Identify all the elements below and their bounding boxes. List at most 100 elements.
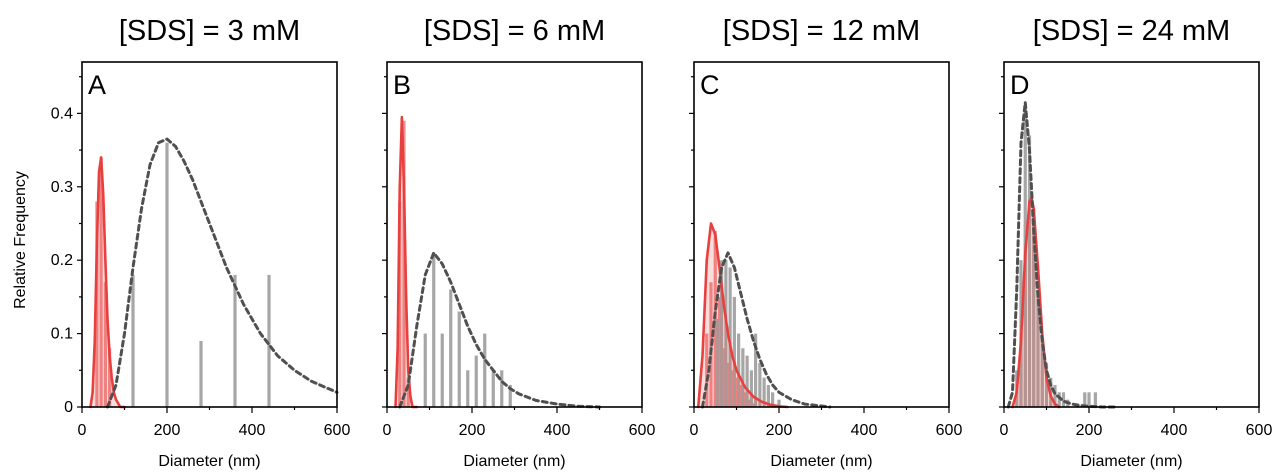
- series-fit-2: [394, 115, 419, 409]
- histogram-bar: [1057, 392, 1061, 407]
- histogram-bar: [131, 274, 135, 407]
- series-fit-3: [701, 251, 832, 409]
- histogram-bar: [715, 318, 719, 407]
- histogram-bar: [1044, 362, 1049, 407]
- histogram-bar: [739, 384, 743, 407]
- x-tick-label: 600: [1246, 422, 1273, 439]
- series-fit-2: [89, 156, 126, 409]
- series-fit-3: [106, 137, 339, 409]
- y-tick-label: 0: [64, 399, 73, 416]
- panel-title: [SDS] = 24 mM: [1033, 15, 1230, 47]
- x-tick-label: 400: [544, 422, 571, 439]
- fit-curve-solid: [696, 222, 789, 409]
- panel-letter: C: [700, 70, 720, 100]
- histogram-bar: [233, 274, 237, 407]
- x-axis-title: Diameter (nm): [158, 453, 260, 470]
- histogram-bar: [508, 384, 512, 407]
- series-fit-3: [1006, 100, 1116, 409]
- histogram-bar: [762, 377, 766, 407]
- fit-curve-dashed: [701, 251, 832, 409]
- histogram-bar: [1053, 384, 1057, 407]
- series-histogram-0: [398, 120, 410, 407]
- histogram-bar: [1087, 392, 1091, 407]
- series-histogram-1: [715, 260, 781, 407]
- fit-curve-solid: [89, 156, 126, 409]
- histogram-bar: [1093, 392, 1097, 407]
- histogram-bar: [440, 333, 444, 407]
- x-tick-label: 600: [629, 422, 656, 439]
- panel-title: [SDS] = 6 mM: [424, 15, 605, 47]
- histogram-bar: [754, 333, 758, 407]
- histogram-bar: [724, 260, 728, 407]
- x-axis-title: Diameter (nm): [463, 453, 565, 470]
- series-histogram-1: [423, 252, 512, 407]
- panel-title: [SDS] = 12 mM: [723, 15, 920, 47]
- panel-b: [SDS] = 6 mM 0 200 400 600 B Diameter (nm): [382, 15, 655, 470]
- fit-curve-dashed: [398, 251, 601, 409]
- histogram-bar: [491, 370, 495, 407]
- histogram-bar: [1027, 135, 1032, 407]
- y-tick-label: 0.1: [51, 326, 73, 343]
- fit-curve-dashed: [1006, 100, 1116, 409]
- histogram-bar: [722, 348, 726, 407]
- histogram-bar: [1061, 392, 1066, 407]
- x-tick-label: 0: [383, 422, 392, 439]
- x-axis-title: Diameter (nm): [770, 453, 872, 470]
- panel-letter: D: [1010, 70, 1030, 100]
- histogram-bar: [267, 274, 271, 407]
- series-histogram-0: [95, 157, 112, 407]
- y-tick-label: 0.3: [51, 179, 73, 196]
- x-axis-title: Diameter (nm): [1080, 453, 1182, 470]
- histogram-bar: [717, 296, 722, 407]
- histogram-bar: [483, 333, 487, 407]
- fit-area: [1012, 197, 1060, 407]
- histogram-bar: [432, 252, 436, 407]
- histogram-bar: [457, 311, 461, 407]
- fit-area: [698, 223, 788, 407]
- histogram-bar: [749, 370, 753, 407]
- histogram-bar: [728, 267, 732, 407]
- histogram-bar: [745, 355, 749, 407]
- x-tick-label: 0: [1000, 422, 1009, 439]
- histogram-bar: [500, 370, 504, 407]
- histogram-bar: [741, 348, 745, 407]
- panel-letter: B: [393, 70, 411, 100]
- panel-c: [SDS] = 12 mM 0 200 400 600 C Diameter (nm): [689, 15, 962, 470]
- histogram-bar: [726, 362, 730, 407]
- histogram-bar: [743, 392, 747, 407]
- x-tick-label: 200: [766, 422, 793, 439]
- histogram-bar: [199, 340, 203, 407]
- histogram-bar: [732, 296, 736, 407]
- fit-area: [90, 157, 125, 407]
- histogram-bar: [720, 260, 724, 407]
- y-tick-label: 0.2: [51, 252, 73, 269]
- series-fit-2: [696, 222, 789, 409]
- histogram-bar: [1040, 340, 1044, 407]
- histogram-bar: [1036, 296, 1040, 407]
- x-tick-label: 400: [239, 422, 266, 439]
- fit-curve-solid: [1011, 196, 1061, 409]
- panel-d: [SDS] = 24 mM 0 200 400 600 D Diameter (nm): [999, 15, 1272, 470]
- histogram-bar: [734, 377, 739, 407]
- x-tick-label: 200: [154, 422, 181, 439]
- histogram-bar: [1083, 392, 1087, 407]
- x-tick-label: 0: [690, 422, 699, 439]
- x-tick-label: 0: [78, 422, 87, 439]
- y-axis-title: Relative Frequency: [12, 171, 29, 309]
- histogram-bar: [398, 201, 402, 407]
- histogram-bar: [737, 333, 741, 407]
- histogram-bar: [108, 348, 112, 407]
- histogram-bar: [777, 399, 781, 407]
- histogram-bar: [758, 362, 762, 407]
- histogram-bar: [449, 289, 453, 407]
- histogram-bar: [95, 201, 99, 407]
- series-fit-3: [398, 251, 601, 409]
- histogram-bar: [766, 384, 770, 407]
- histogram-bar: [771, 392, 775, 407]
- x-tick-label: 200: [459, 422, 486, 439]
- histogram-bar: [423, 333, 427, 407]
- x-tick-label: 400: [1161, 422, 1188, 439]
- fit-curve-dashed: [106, 137, 339, 409]
- histogram-bar: [402, 120, 406, 407]
